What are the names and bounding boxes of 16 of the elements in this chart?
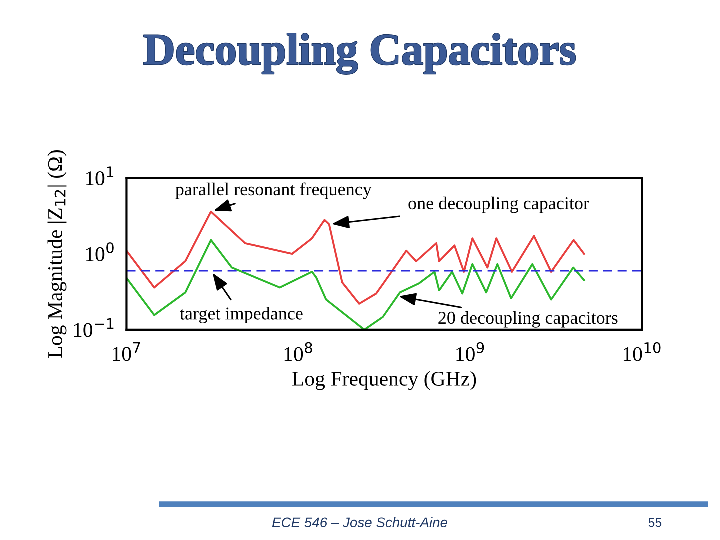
- y-tick-label: 10$^{1}$: [86, 166, 114, 186]
- annotation: 20 decoupling capacitors: [438, 311, 618, 328]
- x-tick-label: 10$^{10}$: [624, 342, 661, 362]
- chart-title: Decoupling Capacitors: [144, 34, 576, 74]
- annotation: one decoupling capacitor: [408, 196, 590, 214]
- text: ECE 546 – Jose Schutt-Aine: [272, 517, 448, 528]
- y-axis-title: Log Magnitude |Z$_{12}$| (Ω): [48, 150, 67, 358]
- x-tick-label: 10$^{7}$: [113, 342, 140, 362]
- annotation: target impedance: [180, 307, 303, 324]
- annotation: parallel resonant frequency: [176, 182, 372, 200]
- x-tick-label: 10$^{8}$: [284, 342, 312, 362]
- x-tick-label: 10$^{9}$: [456, 342, 484, 362]
- x-axis-title: Log Frequency (GHz): [292, 371, 476, 390]
- text: 55: [648, 518, 662, 528]
- y-tick-label: 10$^{0}$: [86, 242, 114, 262]
- y-tick-label: 10$^{−1}$: [74, 318, 114, 338]
